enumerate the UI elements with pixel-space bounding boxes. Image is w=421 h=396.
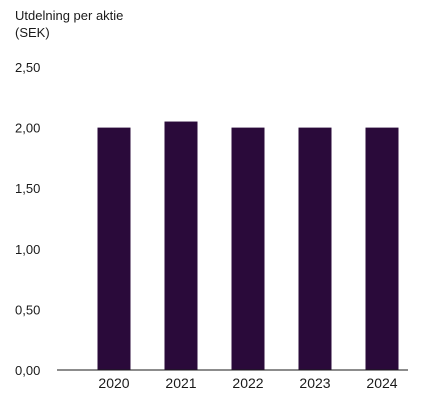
- bar-2022: [231, 127, 265, 370]
- bar-2020: [97, 127, 131, 370]
- y-tick-label: 0,00: [15, 363, 40, 378]
- bar-2023: [298, 127, 332, 370]
- x-tick-label-2021: 2021: [165, 375, 196, 391]
- bar-2021: [164, 121, 198, 370]
- x-tick-label-2020: 2020: [98, 375, 129, 391]
- x-tick-label-2022: 2022: [232, 375, 263, 391]
- y-tick-label: 2,50: [15, 60, 40, 75]
- x-tick-label-2023: 2023: [299, 375, 330, 391]
- y-tick-label: 0,50: [15, 302, 40, 317]
- chart-title-line-1: Utdelning per aktie: [15, 8, 124, 23]
- y-tick-label: 2,00: [15, 121, 40, 136]
- y-tick-label: 1,00: [15, 242, 40, 257]
- chart-title-line-2: (SEK): [15, 25, 50, 40]
- x-tick-label-2024: 2024: [366, 375, 397, 391]
- y-tick-label: 1,50: [15, 181, 40, 196]
- bar-2024: [365, 127, 399, 370]
